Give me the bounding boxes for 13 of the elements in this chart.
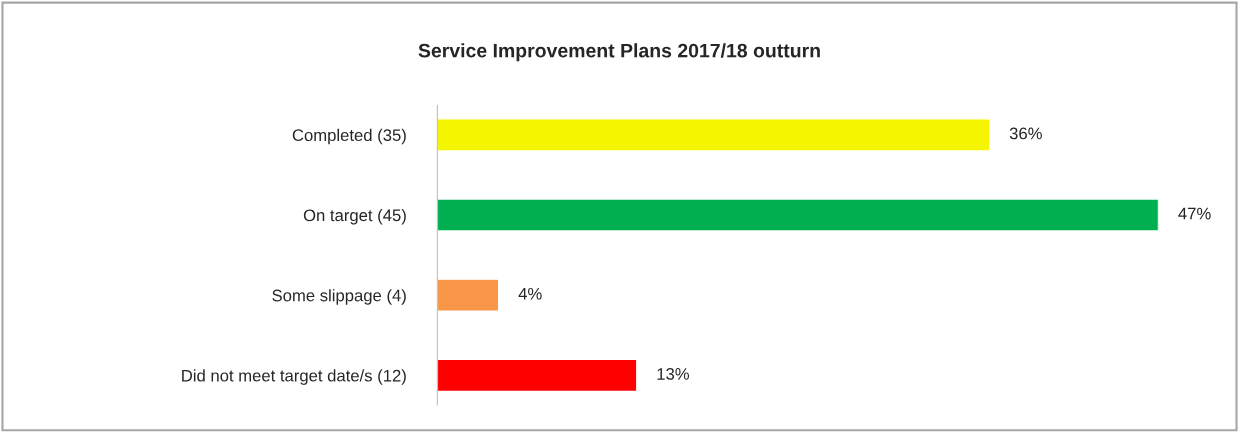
- y-tick-label: Completed (35): [292, 128, 406, 145]
- data-label: 36%: [1009, 127, 1042, 140]
- y-tick-label: Some slippage (4): [272, 289, 406, 305]
- data-label: 47%: [1178, 207, 1211, 220]
- chart-title: Service Improvement Plans 2017/18 outturn: [418, 43, 820, 62]
- bar: [437, 358, 638, 393]
- bar: [437, 118, 991, 152]
- bar: [437, 198, 1159, 232]
- bar: [437, 278, 500, 312]
- data-label: 4%: [518, 287, 542, 300]
- y-tick-label: Did not meet target date/s (12): [182, 369, 406, 385]
- y-tick-label: On target (45): [303, 208, 406, 225]
- data-label: 13%: [657, 368, 690, 380]
